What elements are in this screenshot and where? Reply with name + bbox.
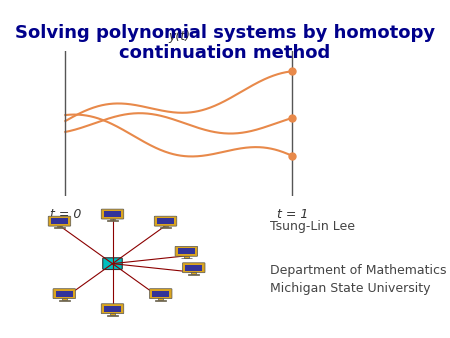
- Bar: [153, 290, 169, 297]
- FancyBboxPatch shape: [154, 216, 177, 226]
- Bar: [158, 218, 174, 224]
- Bar: [56, 290, 72, 297]
- Text: y(t): y(t): [168, 30, 190, 43]
- Bar: [110, 219, 115, 220]
- Bar: [62, 298, 67, 300]
- Text: Tsung-Lin Lee: Tsung-Lin Lee: [270, 220, 355, 233]
- Bar: [54, 227, 65, 228]
- Bar: [184, 256, 189, 258]
- Text: t = 1: t = 1: [277, 208, 308, 221]
- Bar: [51, 218, 68, 224]
- Bar: [178, 248, 194, 255]
- Bar: [110, 313, 115, 315]
- Bar: [192, 272, 196, 274]
- Bar: [107, 220, 118, 221]
- Bar: [104, 306, 121, 312]
- FancyBboxPatch shape: [101, 209, 124, 219]
- FancyBboxPatch shape: [53, 289, 76, 298]
- Bar: [163, 226, 168, 227]
- Text: Department of Mathematics
Michigan State University: Department of Mathematics Michigan State…: [270, 264, 446, 295]
- Text: Solving polynomial systems by homotopy
continuation method: Solving polynomial systems by homotopy c…: [15, 24, 435, 63]
- Bar: [107, 315, 118, 316]
- FancyBboxPatch shape: [101, 304, 124, 314]
- Bar: [104, 211, 121, 217]
- Bar: [158, 298, 163, 300]
- Bar: [57, 226, 62, 227]
- FancyBboxPatch shape: [48, 216, 71, 226]
- Text: t = 0: t = 0: [50, 208, 81, 221]
- FancyBboxPatch shape: [175, 246, 198, 256]
- FancyBboxPatch shape: [183, 263, 205, 273]
- FancyBboxPatch shape: [149, 289, 172, 298]
- FancyBboxPatch shape: [103, 258, 122, 269]
- Bar: [185, 265, 202, 271]
- Bar: [160, 227, 171, 228]
